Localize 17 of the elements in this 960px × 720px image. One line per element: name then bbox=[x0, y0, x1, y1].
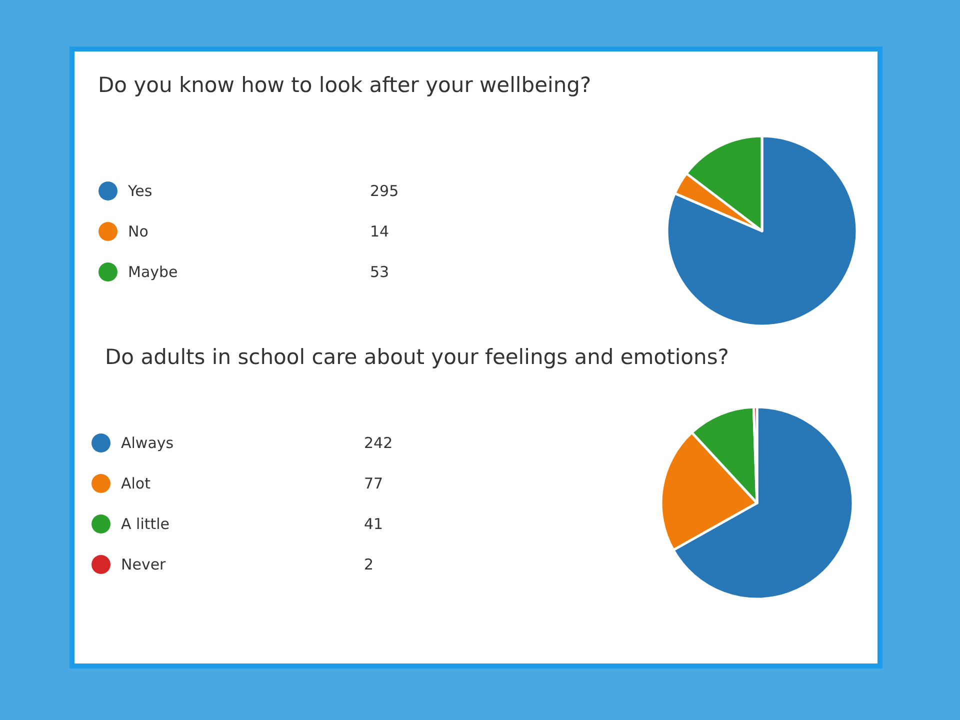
data-label: 53 bbox=[370, 263, 390, 281]
chart-title: Do adults in school care about your feelings and emotions? bbox=[105, 345, 729, 369]
chart-title: Do you know how to look after your wellbeing? bbox=[98, 73, 592, 97]
pie-slice bbox=[666, 134, 858, 328]
legend-label: Never bbox=[121, 556, 167, 574]
legend-label: Always bbox=[121, 434, 174, 452]
legend-label: Yes bbox=[127, 182, 152, 200]
legend-label: A little bbox=[121, 515, 170, 533]
data-label: 2 bbox=[364, 556, 374, 574]
data-label: 41 bbox=[364, 515, 384, 533]
legend-label: No bbox=[128, 222, 148, 240]
data-label: 242 bbox=[364, 434, 393, 452]
data-label: 14 bbox=[370, 222, 390, 240]
legend-label: Alot bbox=[121, 474, 151, 492]
legend-label: Maybe bbox=[128, 263, 178, 281]
data-label: 295 bbox=[370, 182, 399, 200]
data-label: 77 bbox=[364, 474, 384, 492]
